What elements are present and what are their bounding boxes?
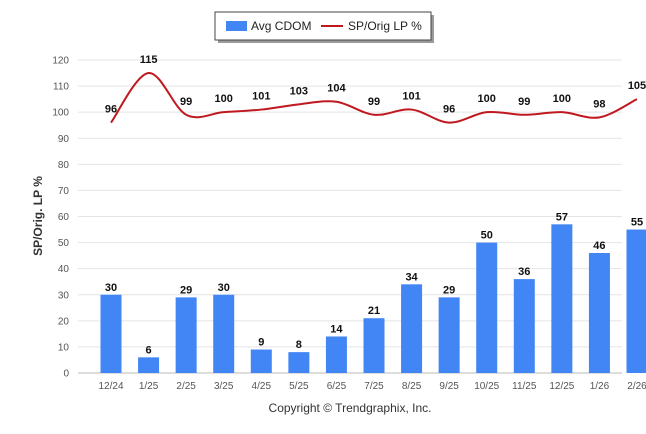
bar bbox=[175, 297, 197, 373]
bar-data-label: 46 bbox=[593, 240, 605, 252]
line-data-label: 99 bbox=[180, 96, 192, 108]
y-tick-label: 10 bbox=[58, 342, 70, 353]
line-data-label: 96 bbox=[443, 104, 455, 116]
x-tick-label: 9/25 bbox=[439, 381, 459, 392]
line-data-label: 103 bbox=[290, 85, 308, 97]
y-tick-label: 110 bbox=[53, 82, 69, 93]
line-data-label: 98 bbox=[593, 98, 605, 110]
line-data-label: 101 bbox=[252, 91, 270, 103]
y-tick-label: 120 bbox=[52, 56, 69, 67]
line-data-label: 104 bbox=[327, 83, 346, 95]
bar bbox=[138, 357, 160, 373]
bar bbox=[513, 279, 535, 373]
y-tick-label: 0 bbox=[63, 369, 69, 380]
x-tick-label: 1/26 bbox=[590, 381, 610, 392]
bar-data-label: 50 bbox=[481, 230, 493, 242]
line-data-label: 100 bbox=[553, 93, 571, 105]
x-tick-label: 4/25 bbox=[252, 381, 272, 392]
bar bbox=[325, 336, 347, 373]
x-tick-label: 12/24 bbox=[98, 381, 123, 392]
bar-data-label: 34 bbox=[405, 271, 418, 283]
line-data-label: 115 bbox=[140, 54, 158, 66]
line-data-label: 99 bbox=[368, 96, 380, 108]
x-tick-label: 5/25 bbox=[289, 381, 309, 392]
x-tick-label: 2/26 bbox=[627, 381, 646, 392]
bar bbox=[626, 229, 646, 373]
y-tick-label: 60 bbox=[58, 212, 70, 223]
bar bbox=[588, 253, 610, 373]
sp-orig-lp-line bbox=[110, 72, 638, 124]
legend-label-bar: Avg CDOM bbox=[251, 19, 311, 33]
bar bbox=[363, 318, 385, 373]
bar-data-label: 21 bbox=[368, 305, 380, 317]
line-series bbox=[110, 72, 638, 124]
legend-swatch-bar bbox=[226, 21, 247, 31]
bar-data-label: 9 bbox=[258, 337, 264, 349]
x-tick-label: 12/25 bbox=[549, 381, 574, 392]
bar bbox=[213, 294, 235, 373]
bar-data-label: 30 bbox=[105, 282, 117, 294]
y-tick-label: 50 bbox=[58, 238, 70, 249]
bar bbox=[250, 349, 272, 373]
bar-data-label: 8 bbox=[296, 339, 302, 351]
x-tick-label: 11/25 bbox=[512, 381, 537, 392]
x-tick-label: 6/25 bbox=[327, 381, 347, 392]
line-data-label: 105 bbox=[628, 80, 646, 92]
y-tick-label: 70 bbox=[58, 186, 70, 197]
copyright-text: Copyright © Trendgraphix, Inc. bbox=[269, 401, 432, 415]
legend: Avg CDOM SP/Orig LP % bbox=[214, 11, 434, 43]
x-tick-label: 2/25 bbox=[176, 381, 196, 392]
line-data-label: 100 bbox=[215, 93, 233, 105]
bar-data-label: 29 bbox=[180, 284, 192, 296]
x-tick-label: 7/25 bbox=[364, 381, 384, 392]
y-tick-label: 30 bbox=[58, 290, 70, 301]
line-data-label: 101 bbox=[402, 91, 420, 103]
bar-data-label: 57 bbox=[556, 211, 568, 223]
bar-data-label: 29 bbox=[443, 284, 455, 296]
line-data-label: 99 bbox=[518, 96, 530, 108]
x-tick-label: 8/25 bbox=[402, 381, 422, 392]
legend-label-line: SP/Orig LP % bbox=[348, 19, 422, 33]
bar-data-label: 55 bbox=[631, 217, 643, 229]
bar bbox=[476, 242, 498, 373]
bar bbox=[100, 294, 122, 373]
y-tick-labels: 0 10 20 30 40 50 60 70 80 90 100 110 120 bbox=[52, 56, 69, 380]
y-axis-label: SP/Orig. LP % bbox=[31, 176, 45, 256]
bar-data-label: 14 bbox=[330, 323, 343, 335]
x-tick-labels: 12/24 1/25 2/25 3/25 4/25 5/25 6/25 7/25 8/25 9/2… bbox=[98, 381, 646, 392]
bar bbox=[551, 224, 573, 373]
y-tick-label: 100 bbox=[52, 108, 69, 119]
bar-data-label: 36 bbox=[518, 266, 530, 278]
bar-data-label: 6 bbox=[146, 344, 152, 356]
line-data-label: 100 bbox=[478, 93, 496, 105]
x-tick-label: 10/25 bbox=[474, 381, 499, 392]
bar bbox=[288, 352, 310, 373]
y-tick-label: 90 bbox=[58, 134, 70, 145]
x-tick-label: 1/25 bbox=[139, 381, 159, 392]
y-tick-label: 40 bbox=[58, 264, 70, 275]
bar bbox=[438, 297, 460, 373]
line-data-label: 96 bbox=[105, 104, 117, 116]
bars bbox=[100, 224, 646, 373]
x-tick-label: 3/25 bbox=[214, 381, 234, 392]
y-tick-label: 20 bbox=[58, 316, 70, 327]
bar-data-label: 30 bbox=[218, 282, 230, 294]
bar bbox=[401, 284, 423, 373]
y-tick-label: 80 bbox=[58, 160, 70, 171]
